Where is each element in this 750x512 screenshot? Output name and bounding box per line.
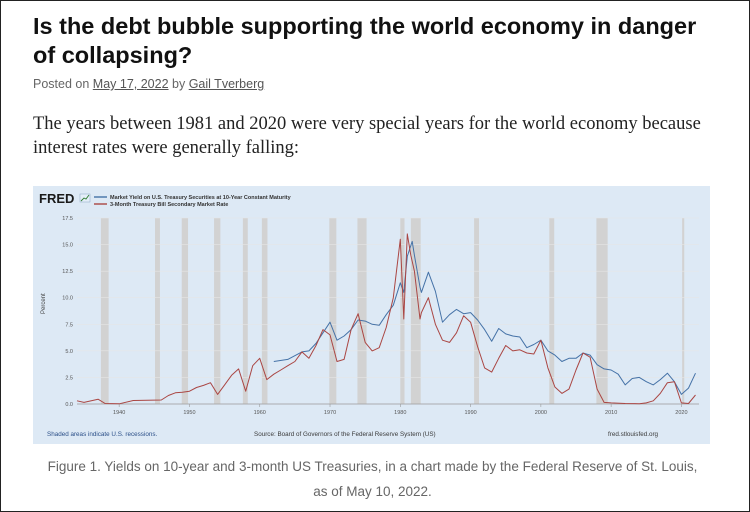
posted-prefix: Posted on bbox=[33, 77, 90, 91]
recession-band bbox=[100, 218, 109, 404]
recession-band bbox=[549, 218, 555, 404]
recession-band bbox=[682, 218, 685, 404]
recession-band bbox=[400, 218, 405, 404]
article-title: Is the debt bubble supporting the world … bbox=[33, 13, 697, 68]
y-tick-label: 5.0 bbox=[65, 349, 73, 355]
y-tick-label: 2.5 bbox=[65, 375, 73, 381]
x-tick-labels: 1940 1950 1960 1970 1980 1990 2000 2010 2020 bbox=[113, 404, 688, 416]
recession-band bbox=[474, 218, 480, 404]
y-tick-label: 10.0 bbox=[62, 296, 73, 302]
recession-band bbox=[214, 218, 221, 404]
gridlines bbox=[77, 217, 699, 405]
chart-svg: 0.0 2.5 5.0 7.5 10.0 12.5 15.0 17.5 1940 1950 196… bbox=[39, 191, 699, 438]
x-tick-label: 1950 bbox=[183, 410, 195, 416]
recession-band bbox=[596, 218, 608, 404]
post-date-link[interactable]: May 17, 2022 bbox=[92, 77, 169, 91]
fred-chart[interactable]: 0.0 2.5 5.0 7.5 10.0 12.5 15.0 17.5 1940 1950 196… bbox=[33, 186, 710, 444]
recession-shading bbox=[100, 218, 685, 404]
recession-note: Shaded areas indicate U.S. recessions. bbox=[47, 431, 158, 438]
legend-label-10y: Market Yield on U.S. Treasury Securities… bbox=[110, 195, 292, 201]
recession-band bbox=[410, 218, 421, 404]
series-3m-line bbox=[76, 233, 696, 405]
recession-band bbox=[155, 218, 160, 404]
y-axis-label: Percent bbox=[41, 293, 47, 314]
x-tick-label: 1990 bbox=[464, 410, 476, 416]
recession-band bbox=[242, 218, 248, 404]
recession-band bbox=[357, 218, 367, 404]
y-tick-labels: 0.0 2.5 5.0 7.5 10.0 12.5 15.0 17.5 bbox=[62, 216, 73, 408]
x-tick-label: 2000 bbox=[535, 410, 547, 416]
series-lines bbox=[76, 233, 696, 405]
x-tick-label: 1970 bbox=[324, 410, 336, 416]
source-note: Source: Board of Governors of the Federa… bbox=[254, 431, 436, 438]
y-tick-label: 7.5 bbox=[65, 322, 73, 328]
y-tick-label: 15.0 bbox=[62, 243, 73, 249]
x-tick-label: 2020 bbox=[675, 410, 687, 416]
post-meta: Posted on May 17, 2022 by Gail Tverberg bbox=[33, 77, 264, 91]
by-prefix: by bbox=[172, 77, 186, 91]
figure-caption: Figure 1. Yields on 10-year and 3-month … bbox=[47, 459, 698, 499]
fred-logo-icon bbox=[79, 193, 91, 203]
y-tick-label: 0.0 bbox=[65, 402, 73, 408]
legend-label-3m: 3-Month Treasury Bill Secondary Market R… bbox=[110, 202, 228, 208]
fred-logo: FRED bbox=[39, 191, 74, 206]
x-tick-label: 1940 bbox=[113, 410, 125, 416]
recession-band bbox=[329, 218, 337, 404]
intro-paragraph: The years between 1981 and 2020 were ver… bbox=[33, 114, 701, 158]
x-tick-label: 1960 bbox=[254, 410, 266, 416]
x-tick-label: 2010 bbox=[605, 410, 617, 416]
recession-band bbox=[181, 218, 189, 404]
author-link[interactable]: Gail Tverberg bbox=[188, 77, 265, 91]
y-tick-label: 12.5 bbox=[62, 269, 73, 275]
fred-url: fred.stlouisfed.org bbox=[608, 431, 659, 438]
y-tick-label: 17.5 bbox=[62, 216, 73, 222]
x-tick-label: 1980 bbox=[394, 410, 406, 416]
recession-band bbox=[261, 218, 268, 404]
